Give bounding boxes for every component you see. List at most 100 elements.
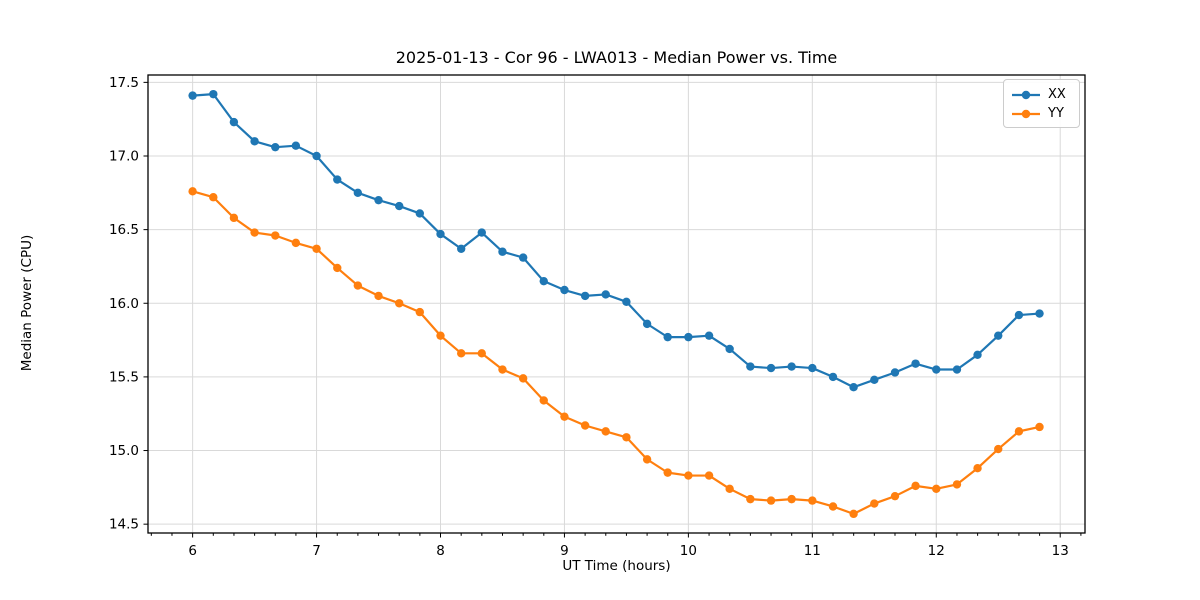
major-ticks [143,81,1061,538]
x-tick-label: 10 [680,543,697,559]
grid [148,75,1085,533]
data-point [787,362,796,371]
data-point [457,349,466,358]
legend-swatch-yy-icon [1012,109,1040,118]
data-point [684,332,693,342]
y-axis-label: Median Power (CPU) [19,234,35,372]
data-point [663,332,672,342]
data-point [209,193,218,202]
data-point [994,331,1003,340]
data-point [911,359,920,368]
data-point [560,285,569,295]
tick-labels: 6 7 8 9 10 11 12 13 14.5 15.0 15.5 16.0 16.5 17.0 17.5 [109,75,1069,559]
data-point [333,263,342,273]
data-point [952,365,962,374]
data-point [828,372,838,382]
x-minor-ticks [150,533,1082,536]
data-point [787,494,796,504]
x-tick-label: 12 [928,543,945,559]
series-xx [188,89,1044,392]
data-point [911,481,920,491]
data-point [642,455,652,464]
data-point [250,228,259,237]
data-point [973,464,982,473]
data-point [539,276,548,286]
y-tick-label: 17.0 [109,148,139,164]
data-point [1014,310,1024,320]
x-axis-label: UT Time (hours) [562,558,671,574]
data-point [580,291,590,301]
data-point [312,151,321,161]
data-point [291,141,301,150]
y-tick-label: 15.0 [109,443,139,459]
series-line [192,190,1040,515]
data-point [436,229,445,239]
data-point [725,484,734,494]
data-point [1035,309,1044,318]
x-tick-label: 9 [560,543,569,559]
plot-border [147,74,1086,534]
data-point [374,291,383,301]
data-point [642,319,652,329]
data-point [870,375,879,385]
data-point [250,137,259,146]
series-yy [188,187,1044,519]
y-tick-label: 16.5 [109,222,139,238]
x-tick-label: 6 [188,543,197,559]
data-point [291,238,301,248]
data-point [560,412,569,421]
y-tick-label: 16.0 [109,296,139,312]
data-point [498,247,507,256]
data-point [1035,422,1044,432]
data-point [746,362,755,371]
data-point [333,175,342,184]
data-point [415,209,425,218]
data-point [704,331,714,340]
data-point [952,480,962,489]
chart-title: 2025-01-13 - Cor 96 - LWA013 - Median Po… [395,48,838,67]
legend-swatch-xx-icon [1012,90,1040,99]
y-tick-label: 14.5 [109,517,139,533]
data-point [932,484,941,494]
data-point [601,290,610,299]
data-point [746,494,755,504]
x-tick-label: 13 [1052,543,1069,559]
legend-item-yy: YY [1011,104,1073,123]
data-point [457,244,466,253]
data-point [518,253,528,262]
data-point [229,117,239,127]
data-point [725,344,734,354]
data-point [808,496,817,505]
data-point [436,331,445,340]
data-point [1014,427,1024,436]
data-point [663,468,672,477]
data-point [518,374,528,383]
data-point [580,421,590,430]
legend-label-yy: YY [1048,106,1064,121]
data-point [271,142,280,152]
data-point [890,368,900,377]
data-point [994,444,1003,454]
y-tick-label: 17.5 [109,75,139,91]
series-line [192,93,1040,389]
data-point [353,188,363,198]
data-point [415,307,425,317]
data-point [209,89,218,99]
data-point [271,231,280,240]
data-point [849,383,858,392]
data-point [188,91,197,100]
x-tick-label: 8 [436,543,445,559]
data-point [890,491,900,501]
data-point [477,349,486,358]
data-point [374,195,383,205]
data-point [932,365,941,374]
data-point [395,201,404,211]
data-point [766,363,776,373]
data-point [539,396,548,405]
data-point [828,502,838,511]
data-point [622,297,631,306]
data-point [188,187,197,196]
y-tick-label: 15.5 [109,369,139,385]
data-point [870,499,879,508]
